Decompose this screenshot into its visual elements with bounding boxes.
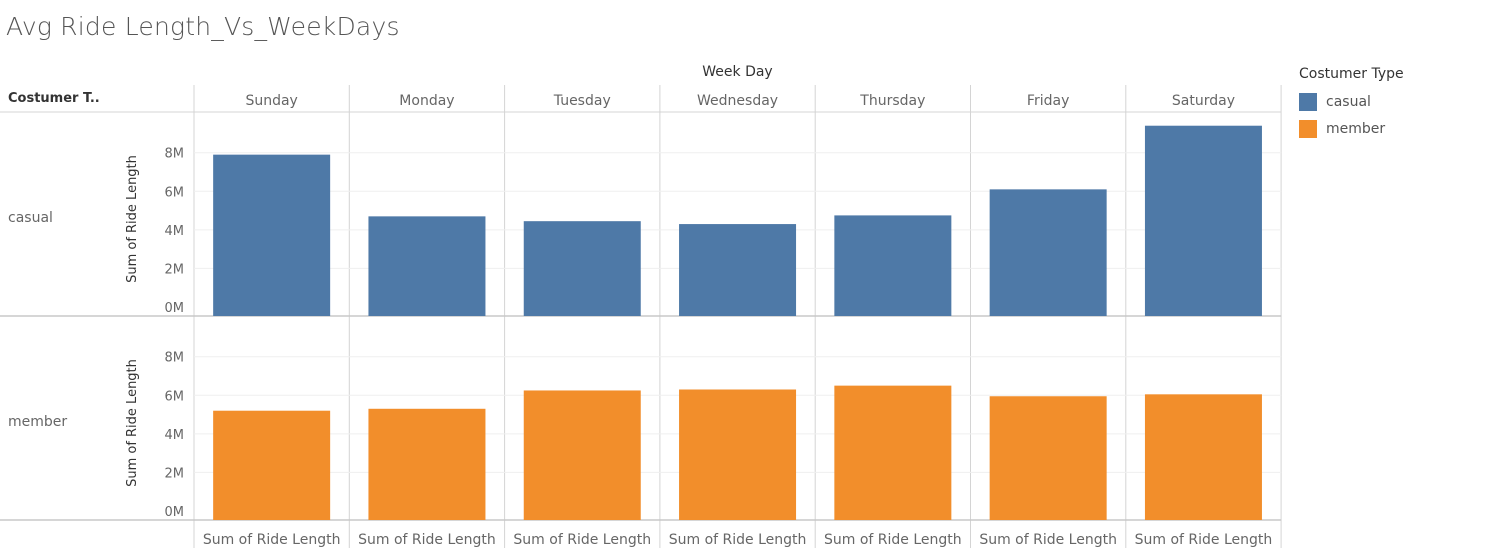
category-label-sunday: Sunday	[245, 93, 297, 109]
bar-member-saturday	[1144, 394, 1262, 520]
bar-member-wednesday	[679, 389, 797, 520]
y-tick-label: 8M	[165, 147, 185, 162]
y-tick-label: 4M	[165, 224, 185, 239]
bar-member-friday	[989, 396, 1107, 520]
y-tick-label: 0M	[165, 505, 185, 520]
y-axis-title: Sum of Ride Length	[125, 155, 140, 283]
column-header: Week Day	[702, 64, 773, 80]
bar-casual-monday	[368, 216, 486, 316]
bar-casual-wednesday	[679, 224, 797, 316]
category-label-thursday: Thursday	[859, 93, 925, 109]
category-label-wednesday: Wednesday	[697, 93, 778, 109]
chart-title: Avg Ride Length_Vs_WeekDays	[6, 12, 400, 41]
category-label-saturday: Saturday	[1172, 93, 1235, 109]
bar-member-sunday	[213, 410, 331, 520]
y-tick-label: 0M	[165, 301, 185, 316]
bar-casual-saturday	[1144, 125, 1262, 316]
bar-member-monday	[368, 408, 486, 520]
x-axis-label: Sum of Ride Length	[1135, 532, 1273, 548]
x-axis-label: Sum of Ride Length	[979, 532, 1117, 548]
y-tick-label: 2M	[165, 466, 185, 481]
x-axis-label: Sum of Ride Length	[358, 532, 496, 548]
x-axis-label: Sum of Ride Length	[203, 532, 341, 548]
bar-member-thursday	[834, 385, 952, 520]
legend-swatch-member	[1299, 119, 1317, 138]
category-label-monday: Monday	[399, 93, 454, 109]
bar-member-tuesday	[523, 390, 641, 520]
bar-casual-tuesday	[523, 221, 641, 316]
category-label-tuesday: Tuesday	[553, 93, 611, 109]
y-tick-label: 8M	[165, 351, 185, 366]
x-axis-label: Sum of Ride Length	[669, 532, 807, 548]
row-label-member: member	[8, 414, 67, 430]
bar-casual-sunday	[213, 154, 331, 316]
y-tick-label: 2M	[165, 262, 185, 277]
bar-casual-thursday	[834, 215, 952, 316]
legend-label-member: member	[1326, 120, 1386, 137]
legend-swatch-casual	[1299, 92, 1317, 111]
legend: Costumer Type casual member	[1299, 66, 1404, 142]
row-label-casual: casual	[8, 210, 53, 226]
x-axis-label: Sum of Ride Length	[824, 532, 962, 548]
bar-casual-friday	[989, 189, 1107, 316]
row-header: Costumer T..	[8, 91, 100, 106]
legend-item-member[interactable]: member	[1299, 115, 1404, 142]
legend-label-casual: casual	[1326, 93, 1371, 110]
y-tick-label: 4M	[165, 428, 185, 443]
legend-item-casual[interactable]: casual	[1299, 88, 1404, 115]
y-axis-title: Sum of Ride Length	[125, 359, 140, 487]
legend-title: Costumer Type	[1299, 66, 1404, 82]
x-axis-label: Sum of Ride Length	[513, 532, 651, 548]
category-label-friday: Friday	[1027, 93, 1069, 109]
y-tick-label: 6M	[165, 389, 185, 404]
y-tick-label: 6M	[165, 185, 185, 200]
